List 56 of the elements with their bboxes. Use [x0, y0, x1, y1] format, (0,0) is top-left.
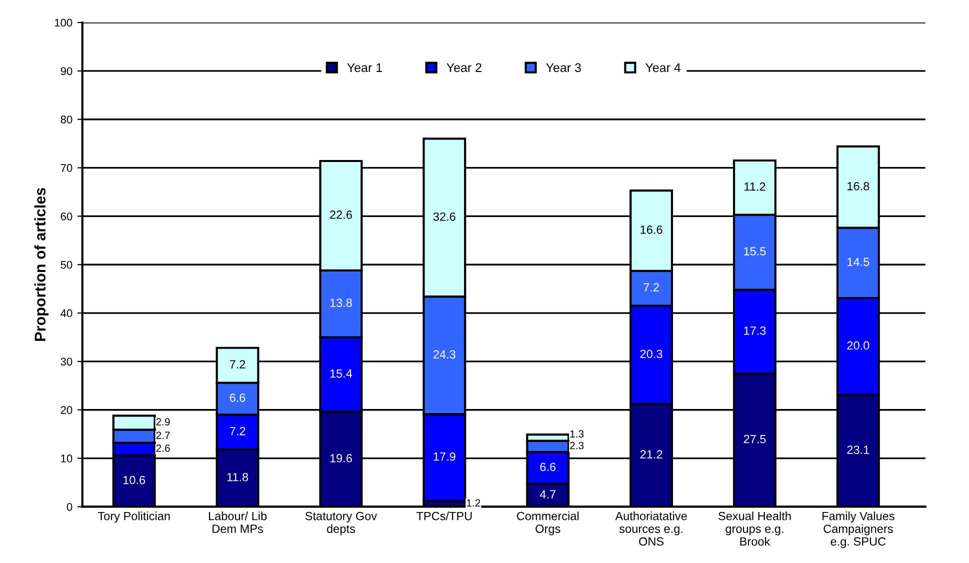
data-label: 2.3 [570, 442, 584, 450]
data-label: 32.6 [433, 212, 456, 221]
data-label: 2.7 [156, 432, 170, 439]
data-label: 6.6 [540, 462, 556, 472]
data-label: 16.8 [848, 182, 870, 190]
y-tick-label: 70 [60, 164, 72, 172]
y-tick-label: 10 [61, 454, 72, 462]
data-label: 7.2 [644, 283, 659, 292]
data-label: 20.3 [640, 350, 662, 358]
data-label: 16.6 [640, 226, 662, 234]
data-label: 21.2 [640, 450, 662, 458]
data-label: 1.2 [466, 499, 480, 506]
data-label: 17.9 [434, 452, 456, 461]
data-label: 22.6 [330, 210, 352, 219]
x-tick-label: Sexual Health groups e.g. Brook [718, 512, 791, 546]
y-axis-title: Proportion of articles [34, 188, 49, 341]
legend-label: Year 3 [546, 63, 581, 72]
data-label: 11.2 [744, 182, 766, 191]
data-label: 4.7 [540, 490, 556, 498]
data-label: 15.4 [330, 369, 352, 378]
x-tick-label: Statutory Gov depts [305, 512, 378, 536]
data-label: 13.8 [330, 298, 352, 307]
data-label: 10.6 [123, 476, 146, 484]
legend-label: Year 4 [645, 63, 681, 72]
y-tick-label: 80 [60, 116, 72, 124]
data-label: 27.5 [744, 434, 766, 444]
y-tick-label: 20 [60, 406, 72, 414]
x-tick-label: Authoriatative sources e.g. ONS [615, 512, 687, 546]
data-label: 20.0 [847, 341, 870, 350]
x-tick-label: Labour/ Lib Dem MPs [208, 512, 267, 533]
data-label: 24.3 [434, 350, 456, 359]
y-tick-label: 60 [60, 212, 72, 220]
data-label: 6.6 [230, 394, 246, 402]
data-label: 15.5 [744, 247, 766, 256]
data-label: 7.2 [230, 426, 246, 436]
x-tick-label: Family Values Campaigners e.g. SPUC [822, 512, 894, 548]
x-tick-label: Commercial Orgs [516, 512, 579, 536]
data-label: 2.9 [156, 418, 170, 426]
data-label: 17.3 [744, 326, 766, 335]
data-label: 2.6 [156, 444, 170, 452]
data-label: 19.6 [330, 454, 352, 462]
y-tick-label: 100 [54, 18, 72, 27]
y-tick-label: 40 [60, 309, 72, 318]
data-label: 11.8 [227, 472, 248, 482]
data-label: 14.5 [848, 258, 870, 266]
y-tick-label: 90 [60, 67, 72, 76]
data-label: 1.3 [570, 430, 584, 438]
x-tick-label: TPCs/TPU [416, 512, 472, 520]
data-label: 23.1 [847, 446, 870, 454]
legend-label: Year 1 [347, 63, 382, 72]
legend-label: Year 2 [446, 63, 482, 72]
data-label: 7.2 [230, 360, 246, 368]
x-tick-label: Tory Politician [98, 512, 170, 523]
y-tick-label: 50 [60, 260, 72, 269]
y-tick-label: 0 [66, 502, 72, 511]
y-tick-label: 30 [60, 358, 72, 366]
